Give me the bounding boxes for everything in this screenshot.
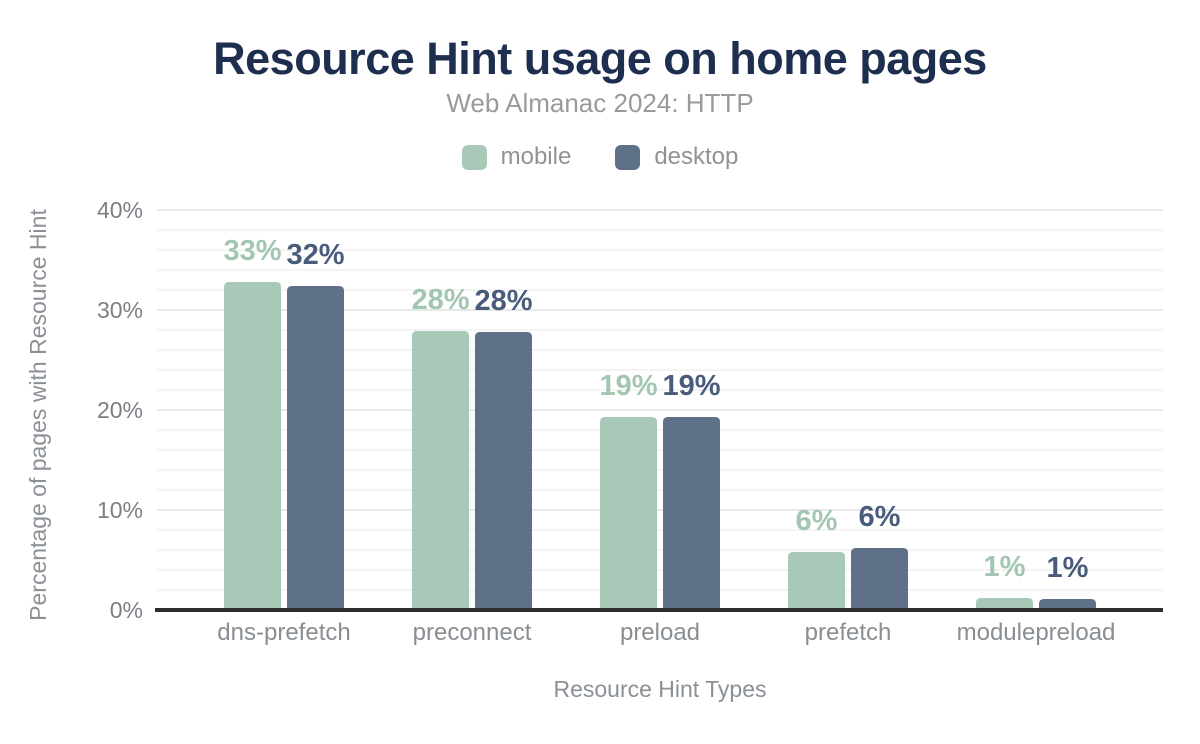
bar-desktop-preload bbox=[663, 417, 720, 610]
bar-desktop-modulepreload bbox=[1039, 599, 1096, 610]
legend-label-mobile: mobile bbox=[500, 143, 572, 170]
x-tick-label-preconnect: preconnect bbox=[413, 619, 532, 646]
value-label-mobile-preconnect: 28% bbox=[411, 284, 469, 316]
bar-mobile-modulepreload bbox=[976, 598, 1033, 610]
value-label-desktop-prefetch: 6% bbox=[859, 501, 901, 533]
bar-mobile-dns-prefetch bbox=[224, 282, 281, 610]
legend-item-mobile: mobile bbox=[461, 143, 572, 171]
legend-label-desktop: desktop bbox=[654, 143, 739, 170]
value-label-mobile-dns-prefetch: 33% bbox=[223, 235, 281, 267]
x-axis-title: Resource Hint Types bbox=[553, 676, 766, 702]
legend: mobile desktop bbox=[0, 143, 1200, 171]
x-tick-label-dns-prefetch: dns-prefetch bbox=[217, 619, 350, 646]
bar-desktop-prefetch bbox=[851, 548, 908, 610]
bar-mobile-preload bbox=[600, 417, 657, 610]
chart-subtitle: Web Almanac 2024: HTTP bbox=[446, 88, 754, 118]
bar-mobile-prefetch bbox=[788, 552, 845, 610]
bar-desktop-preconnect bbox=[475, 332, 532, 610]
value-label-desktop-preconnect: 28% bbox=[474, 285, 532, 317]
chart-title: Resource Hint usage on home pages bbox=[213, 33, 987, 84]
mobile-swatch-icon bbox=[461, 144, 487, 170]
bar-desktop-dns-prefetch bbox=[287, 286, 344, 610]
value-label-desktop-modulepreload: 1% bbox=[1047, 552, 1089, 584]
y-axis-title: Percentage of pages with Resource Hint bbox=[25, 209, 51, 621]
x-tick-label-prefetch: prefetch bbox=[805, 619, 892, 646]
value-label-desktop-preload: 19% bbox=[662, 370, 720, 402]
legend-item-desktop: desktop bbox=[615, 143, 738, 171]
value-label-mobile-prefetch: 6% bbox=[796, 505, 838, 537]
value-label-desktop-dns-prefetch: 32% bbox=[286, 239, 344, 271]
y-tick-label-40: 40% bbox=[97, 197, 143, 223]
x-tick-label-preload: preload bbox=[620, 619, 700, 646]
value-label-mobile-modulepreload: 1% bbox=[984, 551, 1026, 583]
y-tick-label-0: 0% bbox=[110, 597, 143, 623]
y-tick-label-20: 20% bbox=[97, 397, 143, 423]
x-tick-label-modulepreload: modulepreload bbox=[957, 619, 1116, 646]
bar-mobile-preconnect bbox=[412, 331, 469, 610]
y-tick-label-10: 10% bbox=[97, 497, 143, 523]
value-label-mobile-preload: 19% bbox=[599, 370, 657, 402]
chart-plot-area: 0% 10% 20% 30% 40% 33% 32% dns-prefetch 28% 28% pr… bbox=[97, 197, 1163, 646]
desktop-swatch-icon bbox=[615, 144, 641, 170]
y-tick-label-30: 30% bbox=[97, 297, 143, 323]
